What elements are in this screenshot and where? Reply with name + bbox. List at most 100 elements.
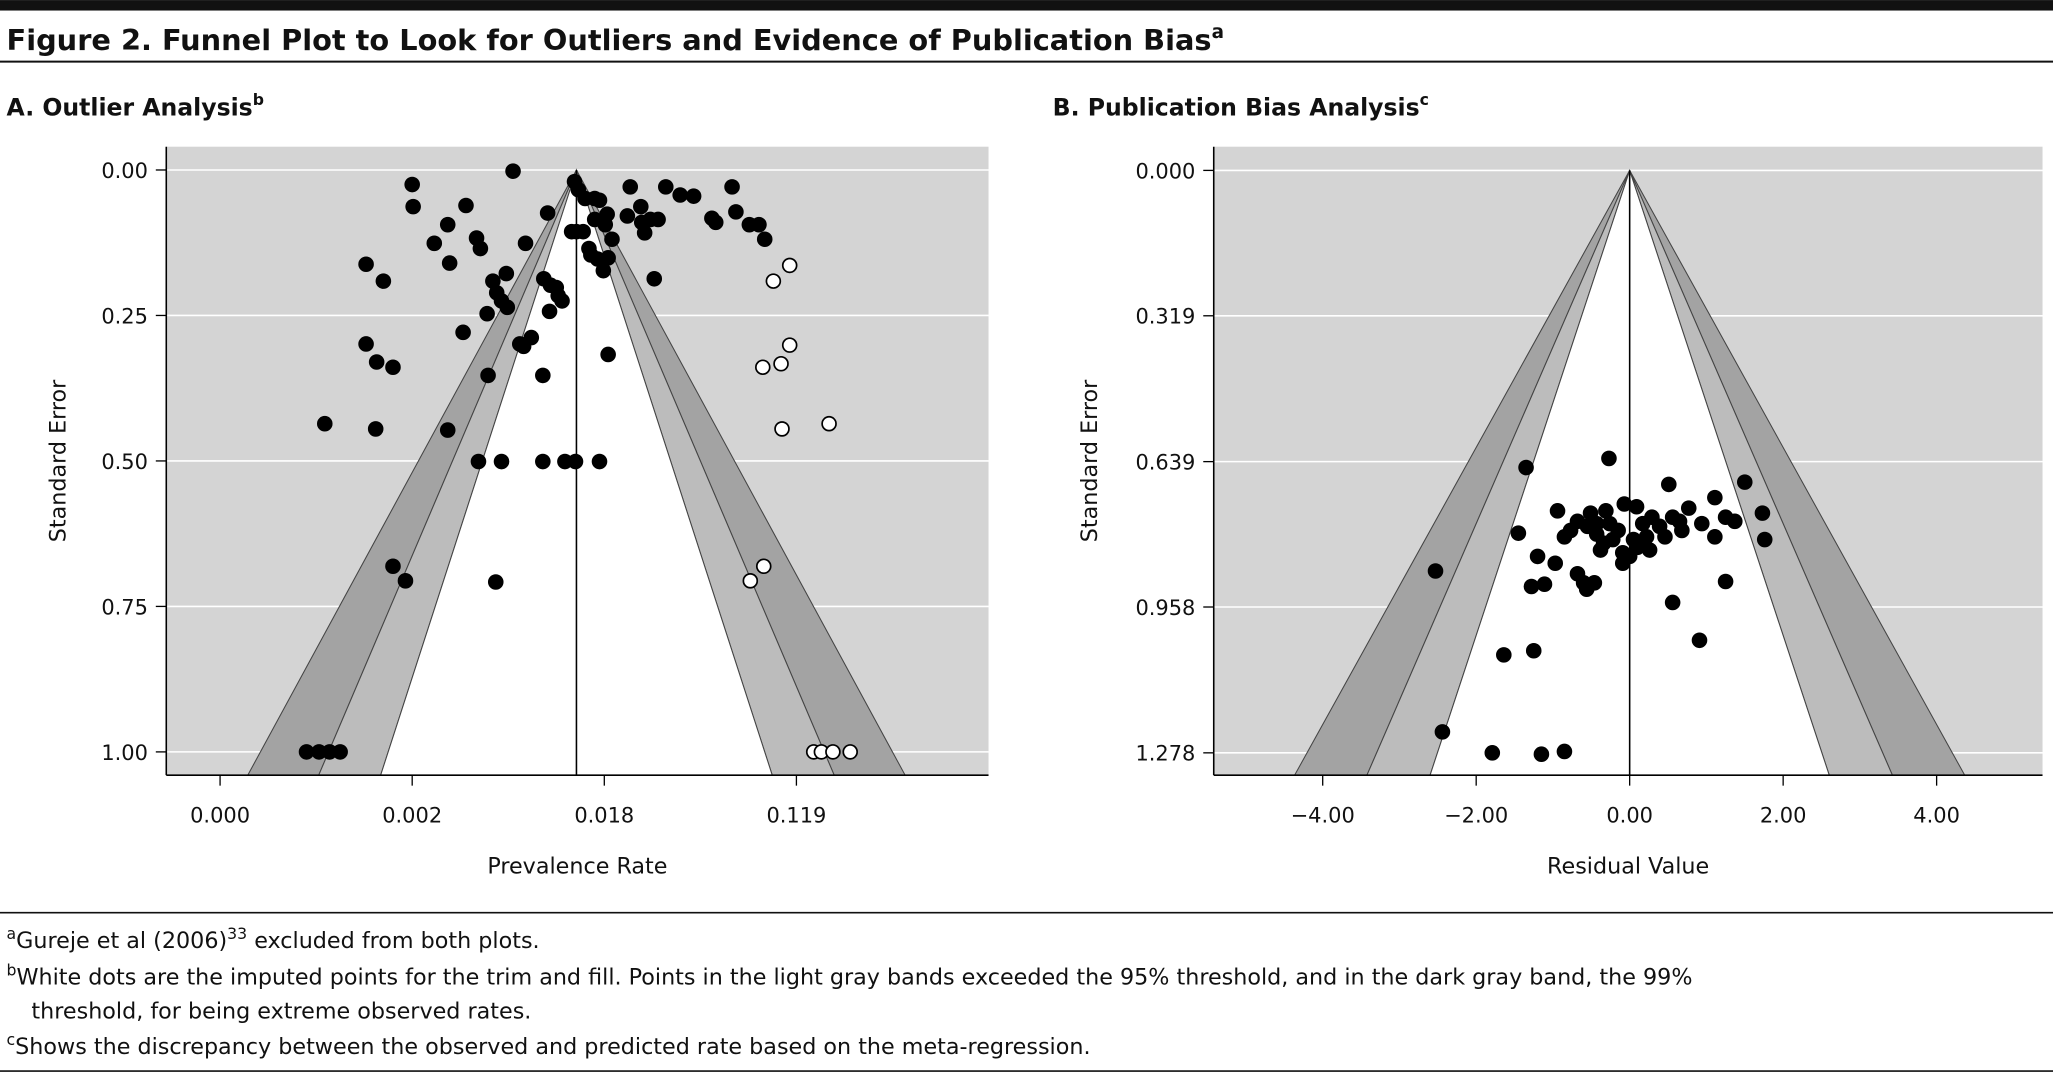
panel-title: A. Outlier Analysisb: [7, 90, 264, 121]
data-point: [1586, 575, 1603, 591]
data-point: [633, 198, 649, 215]
footnote: aGureje et al (2006)33 excluded from bot…: [7, 919, 540, 954]
data-point: [358, 336, 374, 352]
data-point: [404, 176, 420, 193]
data-point: [1604, 531, 1621, 548]
data-point: [405, 198, 421, 215]
data-point: [316, 415, 333, 432]
y-tick-label: 0.639: [1135, 450, 1195, 474]
x-tick-label: 0.00: [1606, 803, 1653, 827]
data-point: [1427, 563, 1444, 579]
data-point: [517, 235, 534, 252]
data-point: [755, 359, 771, 376]
data-point: [1691, 632, 1708, 649]
footnote-text: White dots are the imputed points for th…: [17, 965, 1693, 991]
data-point: [1664, 594, 1681, 611]
y-axis-label: Standard Error: [45, 379, 71, 542]
data-point: [397, 573, 414, 589]
data-point: [1533, 746, 1550, 763]
panel-title: B. Publication Bias Analysisc: [1053, 90, 1429, 121]
y-tick-label: 0.00: [101, 159, 148, 183]
data-point: [535, 367, 551, 384]
data-point: [368, 354, 385, 370]
data-point: [1549, 503, 1566, 519]
data-point: [1651, 518, 1668, 535]
data-point: [646, 271, 663, 287]
panel-title-note: c: [1420, 90, 1429, 109]
data-point: [493, 453, 510, 470]
footnote: cShows the discrepancy between the obser…: [7, 1030, 1091, 1060]
x-tick-label: 2.00: [1760, 803, 1807, 827]
data-point: [1707, 489, 1723, 506]
footnote-text: excluded from both plots.: [254, 928, 539, 954]
data-point: [774, 421, 790, 437]
data-point: [1717, 573, 1734, 590]
data-point: [1707, 529, 1723, 545]
data-point: [505, 163, 521, 179]
data-point: [1434, 724, 1451, 740]
data-point: [591, 192, 608, 209]
data-point: [1496, 647, 1512, 663]
data-point: [586, 211, 603, 228]
data-point: [604, 231, 620, 248]
y-tick-label: 1.278: [1135, 742, 1195, 766]
data-point: [1754, 505, 1771, 521]
data-point: [541, 303, 558, 320]
data-point: [1616, 496, 1633, 512]
footnote-text: threshold, for being extreme observed ra…: [31, 999, 531, 1025]
data-point: [426, 235, 443, 252]
data-point: [358, 256, 374, 273]
data-point: [1536, 576, 1553, 593]
panel-title-note: b: [253, 90, 264, 109]
data-point: [728, 204, 744, 220]
x-tick-label: 0.000: [190, 803, 250, 827]
data-point: [1671, 513, 1688, 530]
data-point: [742, 573, 759, 589]
data-point: [480, 367, 496, 384]
data-point: [825, 744, 841, 760]
data-point: [458, 197, 474, 214]
data-point: [439, 216, 456, 233]
data-point: [1736, 474, 1753, 490]
y-tick-label: 0.319: [1135, 305, 1195, 329]
data-point: [385, 359, 401, 376]
data-point: [751, 216, 767, 233]
chart-panel: 0.00 0.25 0.50 0.75 1.00 0.000 0.002 0.018 0.119…: [45, 146, 989, 879]
data-point: [781, 337, 798, 353]
top-bar: [0, 0, 2053, 11]
x-axis-label: Residual Value: [1547, 853, 1709, 879]
data-point: [455, 324, 471, 341]
data-point: [439, 422, 456, 438]
y-axis-label: Standard Error: [1077, 379, 1103, 542]
data-point: [479, 305, 495, 322]
y-tick-label: 0.50: [101, 450, 148, 474]
footnote-marker: b: [7, 961, 17, 980]
data-point: [499, 299, 516, 316]
data-point: [498, 265, 515, 282]
data-point: [595, 262, 612, 279]
data-point: [1601, 450, 1617, 467]
x-tick-label: 0.018: [574, 803, 634, 827]
footnote: bWhite dots are the imputed points for t…: [7, 961, 1693, 991]
data-point: [568, 223, 585, 240]
data-point: [1484, 745, 1501, 761]
x-tick-label: −2.00: [1444, 803, 1508, 827]
data-point: [1523, 578, 1540, 595]
chart-panel: 0.000 0.319 0.639 0.958 1.278 −4.00 −2.00 0.00 2…: [1077, 146, 2043, 879]
data-point: [1547, 555, 1564, 572]
x-tick-label: 0.119: [766, 803, 826, 827]
data-point: [1680, 500, 1697, 516]
y-tick-label: 0.75: [101, 595, 148, 619]
data-point: [385, 558, 401, 575]
data-point: [755, 558, 772, 575]
data-point: [1510, 525, 1527, 541]
data-point: [1556, 743, 1573, 760]
data-point: [724, 179, 740, 195]
data-point: [600, 250, 616, 266]
data-point: [636, 225, 653, 241]
data-point: [441, 255, 458, 271]
data-point: [842, 744, 858, 760]
data-point: [488, 284, 505, 301]
